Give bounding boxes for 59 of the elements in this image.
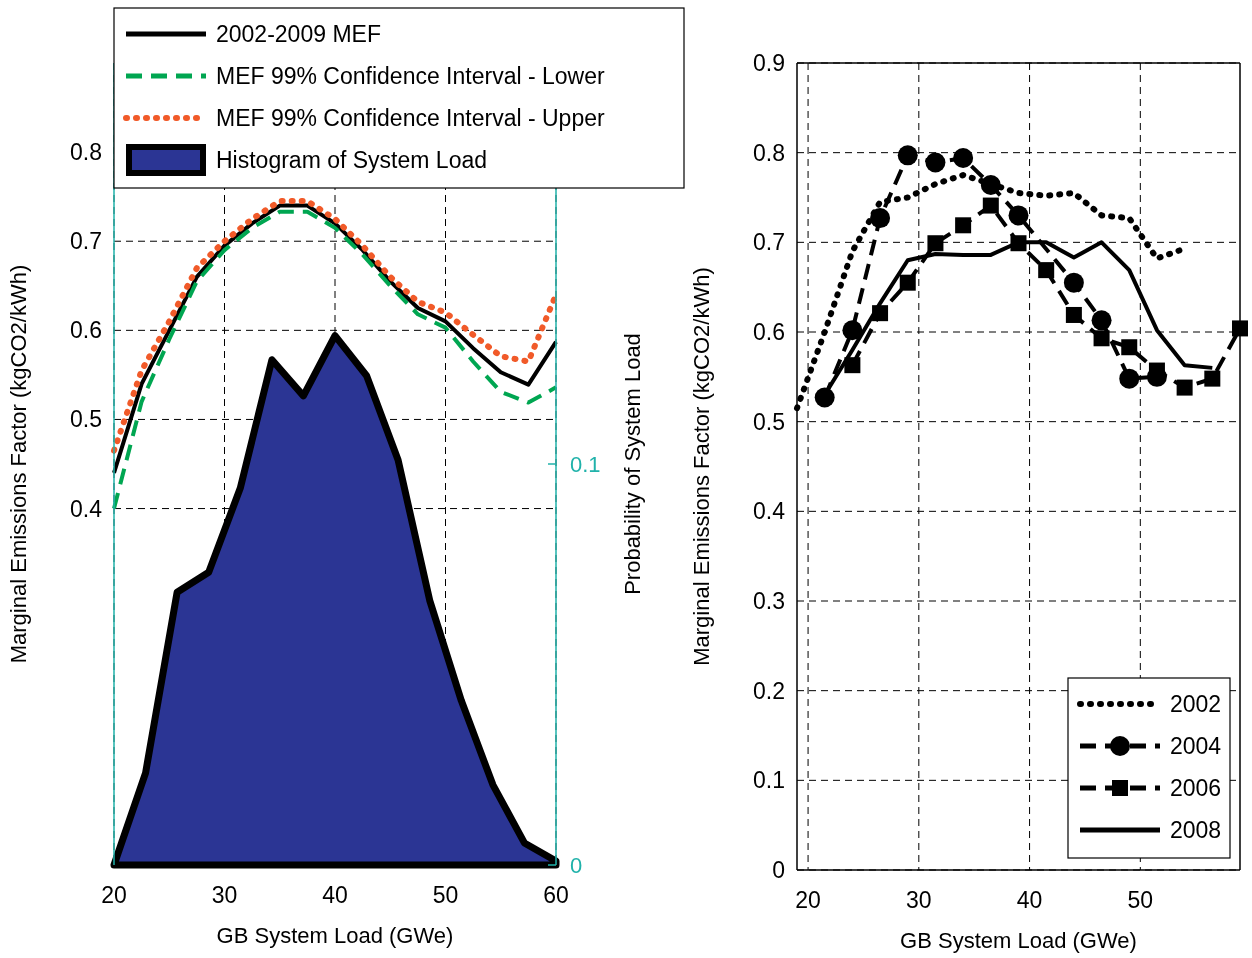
x-axis-title: GB System Load (GWe)	[900, 928, 1137, 953]
y2-axis-title: Probability of System Load	[620, 333, 645, 595]
x-tick-label: 40	[1016, 887, 1043, 913]
x-tick-label: 40	[322, 882, 348, 908]
point	[1119, 368, 1140, 389]
point	[1121, 339, 1138, 356]
y-tick-label: 0.2	[753, 677, 785, 704]
y-tick-label: 0.5	[753, 408, 785, 435]
point	[1063, 272, 1084, 293]
point	[870, 208, 891, 229]
point	[897, 145, 918, 166]
legend-label: Histogram of System Load	[216, 147, 488, 173]
y-tick-label: 0.4	[753, 498, 786, 525]
point	[925, 152, 946, 173]
y-tick-label: 0.6	[70, 317, 102, 344]
legend-label: 2002	[1170, 691, 1222, 717]
legend-label: 2002-2009 MEF	[216, 21, 381, 47]
x-tick-label: 20	[795, 887, 821, 913]
point	[899, 274, 916, 291]
y-tick-label: 0.3	[753, 588, 785, 614]
x-tick-label: 50	[432, 882, 459, 908]
legend-label: MEF 99% Confidence Interval - Upper	[216, 105, 605, 131]
y-tick-label: 0	[772, 857, 785, 883]
y-tick-label: 0.5	[70, 406, 102, 433]
y2-tick-label: 0	[570, 853, 583, 878]
legend-label: 2006	[1170, 775, 1222, 801]
x-tick-label: 50	[1127, 887, 1154, 913]
x-tick-label: 30	[906, 887, 932, 913]
y-tick-label: 0.9	[753, 50, 785, 76]
point	[982, 197, 999, 214]
point	[1093, 330, 1110, 347]
legend-label: 2004	[1170, 733, 1222, 759]
point	[1008, 205, 1029, 226]
y-tick-label: 0.8	[753, 139, 785, 166]
point	[1176, 379, 1193, 396]
y-tick-label: 0.1	[753, 767, 785, 794]
y-tick-label: 0.7	[753, 229, 785, 256]
point	[1091, 310, 1112, 331]
point	[1065, 306, 1082, 323]
x-tick-label: 30	[211, 882, 238, 908]
y-tick-label: 0.8	[70, 139, 102, 166]
y-tick-label: 0.7	[70, 228, 102, 255]
x-axis-title: GB System Load (GWe)	[216, 923, 454, 948]
legend-label: 2008	[1170, 817, 1222, 843]
x-tick-label: 60	[543, 882, 569, 908]
point	[842, 320, 863, 341]
y-axis-title: Marginal Emissions Factor (kgCO2/kWh)	[6, 264, 31, 664]
point	[953, 148, 974, 169]
y2-tick-label: 0.1	[570, 452, 601, 477]
legend-label: MEF 99% Confidence Interval - Lower	[216, 63, 605, 89]
point	[927, 235, 944, 252]
x-tick-label: 20	[101, 882, 127, 908]
point	[955, 217, 972, 234]
point	[980, 174, 1001, 195]
point	[1204, 370, 1221, 387]
y-tick-label: 0.4	[70, 495, 103, 522]
y-axis-title: Marginal Emissions Factor (kgCO2/kWh)	[689, 267, 714, 666]
y-tick-label: 0.6	[753, 319, 785, 345]
point	[1038, 262, 1055, 279]
